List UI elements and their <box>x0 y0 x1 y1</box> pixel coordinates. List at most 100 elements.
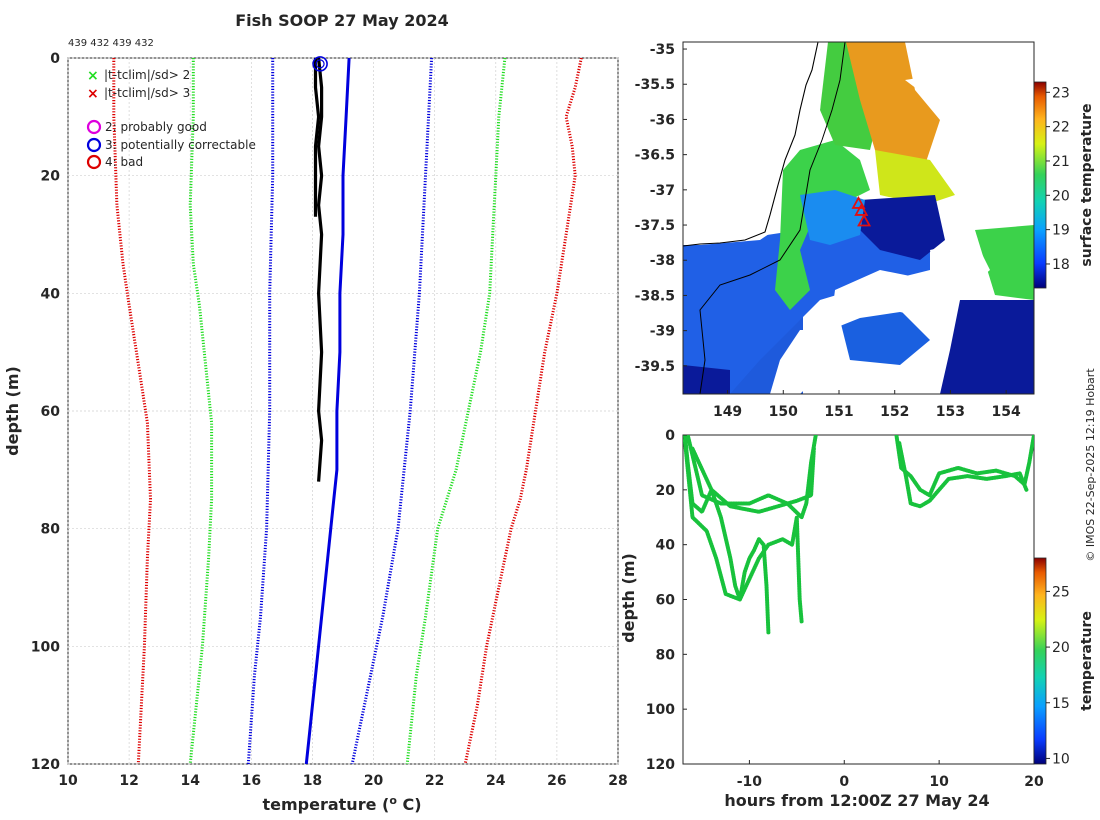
profile-series-climatology-2sd <box>188 58 214 764</box>
map-y-tick-4: -37 <box>650 183 675 199</box>
sst-cloud-east <box>930 240 990 295</box>
sst-patch-warm-orange <box>846 42 940 170</box>
sst-patch-central-blue <box>840 310 930 365</box>
profile-x-tick-5: 20 <box>364 773 384 789</box>
temperature-colorbar-tick-0: 10 <box>1052 751 1070 767</box>
profile-series-climatology-2sd <box>405 58 507 764</box>
map-y-tick-3: -36.5 <box>635 148 675 164</box>
depth-time-x-label: hours from 12:00Z 27 May 24 <box>724 791 989 810</box>
credit-text: © IMOS 22-Sep-2025 12:19 Hobart <box>1084 368 1097 562</box>
depth-time-y-label: depth (m) <box>619 553 638 643</box>
sst-patch-cold-east <box>860 195 945 260</box>
depth-time-y-tick-2: 40 <box>656 538 676 554</box>
sst-map-panel: 149 150 151 152 153 154 -35 -35.5 -36 -36.5 -37 -3… <box>635 41 1095 420</box>
profile-series-observed-profile-1 <box>317 58 324 482</box>
profile-x-tick-7: 24 <box>486 773 506 789</box>
depth-time-x-tick-2: 10 <box>929 774 949 790</box>
depth-time-y-tick-1: 20 <box>656 483 676 499</box>
temperature-colorbar-tick-1: 15 <box>1052 696 1070 712</box>
depth-time-x-tick-3: 20 <box>1024 774 1044 790</box>
map-y-ticks: -35 -35.5 -36 -36.5 -37 -37.5 -38 -38.5 -39 -39.5 <box>635 42 687 375</box>
profile-x-tick-9: 28 <box>608 773 627 789</box>
profile-series-climatology-3sd <box>112 58 152 764</box>
profile-series-climatology-3sd <box>463 58 583 764</box>
map-y-tick-9: -39.5 <box>635 359 675 375</box>
map-y-tick-6: -38 <box>650 253 675 269</box>
profile-y-tick-6: 120 <box>31 757 60 773</box>
shelf-contour <box>699 42 846 394</box>
profile-x-tick-2: 14 <box>180 773 200 789</box>
map-x-tick-0: 149 <box>713 404 742 420</box>
map-x-tick-1: 150 <box>769 404 798 420</box>
sst-cloud-north <box>905 60 1034 220</box>
profile-x-tick-3: 16 <box>242 773 261 789</box>
sst-colorbar <box>1033 81 1047 289</box>
profile-series <box>112 58 583 764</box>
sst-patch-warm-yellow <box>875 150 955 205</box>
map-x-tick-5: 154 <box>992 404 1021 420</box>
sst-cloud-land-north <box>683 42 825 245</box>
sst-colorbar-tick-4: 22 <box>1052 120 1070 136</box>
legend-flag-3-label: 3: potentially correctable <box>105 138 256 152</box>
depth-time-track-0 <box>683 435 771 635</box>
profile-markers <box>312 56 328 72</box>
map-y-tick-0: -35 <box>650 42 675 58</box>
sst-colorbar-tick-0: 18 <box>1052 257 1070 273</box>
map-y-tick-1: -35.5 <box>635 77 675 93</box>
sst-colorbar-tick-3: 21 <box>1052 154 1070 170</box>
sst-colorbar-tick-1: 19 <box>1052 223 1070 239</box>
depth-time-y-tick-5: 100 <box>646 702 675 718</box>
profile-y-tick-0: 0 <box>50 51 60 67</box>
map-y-tick-5: -37.5 <box>635 218 675 234</box>
ship-position-marker-2 <box>851 196 866 209</box>
depth-time-y-tick-3: 60 <box>656 593 676 609</box>
sst-colorbar-tick-5: 23 <box>1052 85 1070 101</box>
map-y-tick-8: -39 <box>650 324 675 340</box>
map-y-tick-2: -36 <box>650 112 675 128</box>
profile-x-tick-0: 10 <box>58 773 78 789</box>
sst-colorbar-ticks: 18 19 20 21 22 23 <box>1046 85 1070 273</box>
depth-time-y-tick-6: 120 <box>646 757 675 773</box>
legend-marker-2sd-icon: × <box>87 68 99 84</box>
profile-flag-marker-inner-0 <box>315 59 325 69</box>
sst-patch-shelf-cyan <box>800 190 865 245</box>
profile-x-tick-6: 22 <box>425 773 444 789</box>
profile-panel: 10 12 14 16 18 20 22 24 26 28 0 20 40 60 80 100 120 tem… <box>3 51 628 814</box>
depth-time-track-2 <box>685 435 818 520</box>
depth-time-y-tick-0: 0 <box>665 428 675 444</box>
temperature-colorbar-tick-2: 20 <box>1052 640 1070 656</box>
profile-y-tick-4: 80 <box>41 522 61 538</box>
depth-time-x-tick-1: 0 <box>839 774 849 790</box>
profile-y-label: depth (m) <box>3 366 22 456</box>
map-x-tick-4: 153 <box>936 404 965 420</box>
profile-flag-marker-0 <box>312 56 328 72</box>
sst-cloud-central <box>830 270 960 330</box>
legend-marker-3sd-label: |t-tclim|/sd> 3 <box>104 86 190 100</box>
map-x-ticks: 149 150 151 152 153 154 <box>713 390 1021 420</box>
profile-series-observed-profile-2 <box>313 58 321 217</box>
profile-series-climatology-mean-sd <box>246 58 275 764</box>
depth-time-track-5 <box>897 441 1029 509</box>
profile-legend: × |t-tclim|/sd> 2 × |t-tclim|/sd> 3 2: p… <box>86 68 256 170</box>
profile-y-tick-3: 60 <box>41 404 61 420</box>
profile-x-tick-4: 18 <box>303 773 322 789</box>
legend-flag-2-label: 2: probably good <box>105 120 207 134</box>
sst-patch-cold-southwest <box>683 365 730 394</box>
profile-y-tick-2: 40 <box>41 286 61 302</box>
depth-time-y-ticks: 0 20 40 60 80 100 120 <box>646 428 687 773</box>
profile-series-climatology-mean <box>304 58 351 764</box>
map-x-tick-2: 151 <box>824 404 853 420</box>
sst-patch-cold-southeast <box>940 300 1034 394</box>
legend-flag-2-icon <box>86 119 102 135</box>
ship-positions <box>851 196 872 227</box>
ship-position-marker-0 <box>854 203 869 216</box>
sst-colorbar-label: surface temperature <box>1079 103 1095 266</box>
legend-flag-4-label: 4: bad <box>105 155 143 169</box>
sst-field <box>683 42 1034 394</box>
map-x-tick-3: 152 <box>880 404 909 420</box>
figure-title: Fish SOOP 27 May 2024 <box>235 11 449 30</box>
profile-y-tick-1: 20 <box>41 169 61 185</box>
profile-x-tick-1: 12 <box>119 773 138 789</box>
profile-x-tick-8: 26 <box>547 773 566 789</box>
